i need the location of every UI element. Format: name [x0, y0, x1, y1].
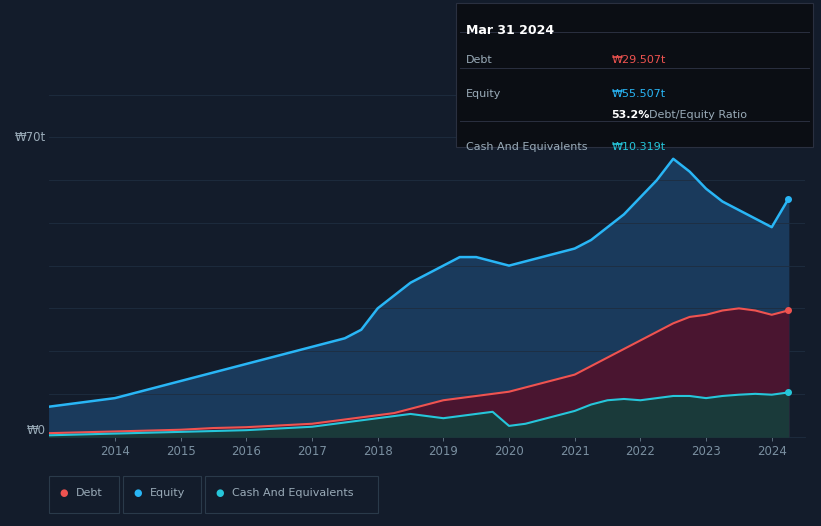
Text: Debt: Debt: [466, 55, 493, 65]
Text: ₩29.507t: ₩29.507t: [612, 55, 666, 65]
Text: 53.2%: 53.2%: [612, 110, 650, 120]
Text: ₩70t: ₩70t: [14, 131, 45, 144]
Text: ●: ●: [216, 488, 224, 498]
Text: Cash And Equivalents: Cash And Equivalents: [232, 488, 354, 498]
Text: ●: ●: [134, 488, 142, 498]
Text: Equity: Equity: [466, 89, 501, 99]
Text: ₩10.319t: ₩10.319t: [612, 142, 666, 152]
Text: ●: ●: [60, 488, 68, 498]
Text: Mar 31 2024: Mar 31 2024: [466, 24, 553, 37]
Text: Equity: Equity: [150, 488, 186, 498]
Text: ₩0: ₩0: [26, 423, 45, 437]
Text: Cash And Equivalents: Cash And Equivalents: [466, 142, 587, 152]
Text: Debt/Equity Ratio: Debt/Equity Ratio: [649, 110, 746, 120]
Text: ₩55.507t: ₩55.507t: [612, 89, 666, 99]
Text: Debt: Debt: [76, 488, 103, 498]
